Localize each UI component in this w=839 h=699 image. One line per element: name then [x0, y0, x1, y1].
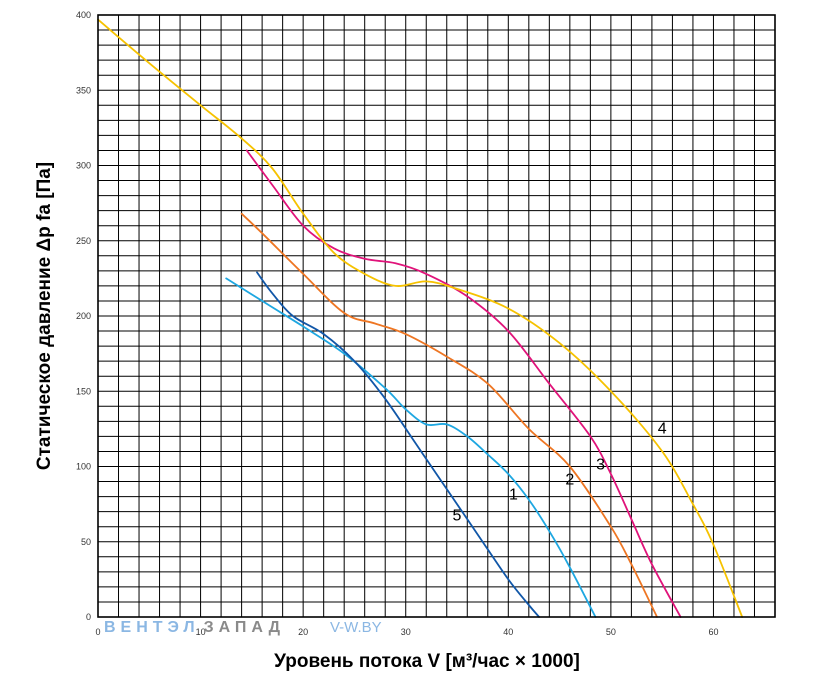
y-tick-label: 0: [86, 612, 91, 622]
x-tick-label: 0: [95, 627, 100, 637]
series-line-5: [256, 271, 540, 618]
watermark-brand-part1: ВЕНТЭЛ: [104, 619, 200, 636]
series-label-5: 5: [453, 508, 462, 525]
ticks: 0 10 20 30 40 50 60 0 50 100 150 200 250 300 350 400: [76, 10, 718, 637]
x-axis-title: Уровень потока V [м³/час × 1000]: [274, 651, 580, 672]
y-tick-label: 50: [81, 537, 91, 547]
y-tick-label: 300: [76, 161, 91, 171]
series-label-3: 3: [596, 457, 605, 474]
series-line-2: [240, 212, 658, 618]
series-label-4: 4: [658, 420, 667, 437]
x-tick-label: 30: [401, 627, 411, 637]
x-tick-label: 20: [298, 627, 308, 637]
curves: [97, 18, 744, 618]
y-tick-label: 250: [76, 236, 91, 246]
y-tick-label: 200: [76, 311, 91, 321]
watermark-brand: ВЕНТЭЛ ЗАПАД: [104, 619, 285, 636]
x-tick-label: 10: [196, 627, 206, 637]
series-line-4: [97, 18, 744, 618]
series-line-3: [245, 149, 682, 618]
y-tick-label: 100: [76, 462, 91, 472]
x-tick-label: 50: [606, 627, 616, 637]
x-tick-label: 40: [503, 627, 513, 637]
series-label-2: 2: [565, 472, 574, 489]
y-tick-label: 150: [76, 386, 91, 396]
y-tick-label: 350: [76, 85, 91, 95]
y-tick-label: 400: [76, 10, 91, 20]
y-axis-title: Статическое давление Δp fa [Па]: [34, 162, 55, 470]
plot-frame: [97, 14, 776, 618]
watermark-brand-part2: ЗАПАД: [204, 619, 285, 636]
watermark-site: V-W.BY: [330, 619, 382, 636]
curve-labels: 1 2 3 4 5: [453, 420, 667, 524]
series-line-1: [225, 277, 597, 618]
x-tick-label: 60: [708, 627, 718, 637]
series-label-1: 1: [509, 487, 518, 504]
